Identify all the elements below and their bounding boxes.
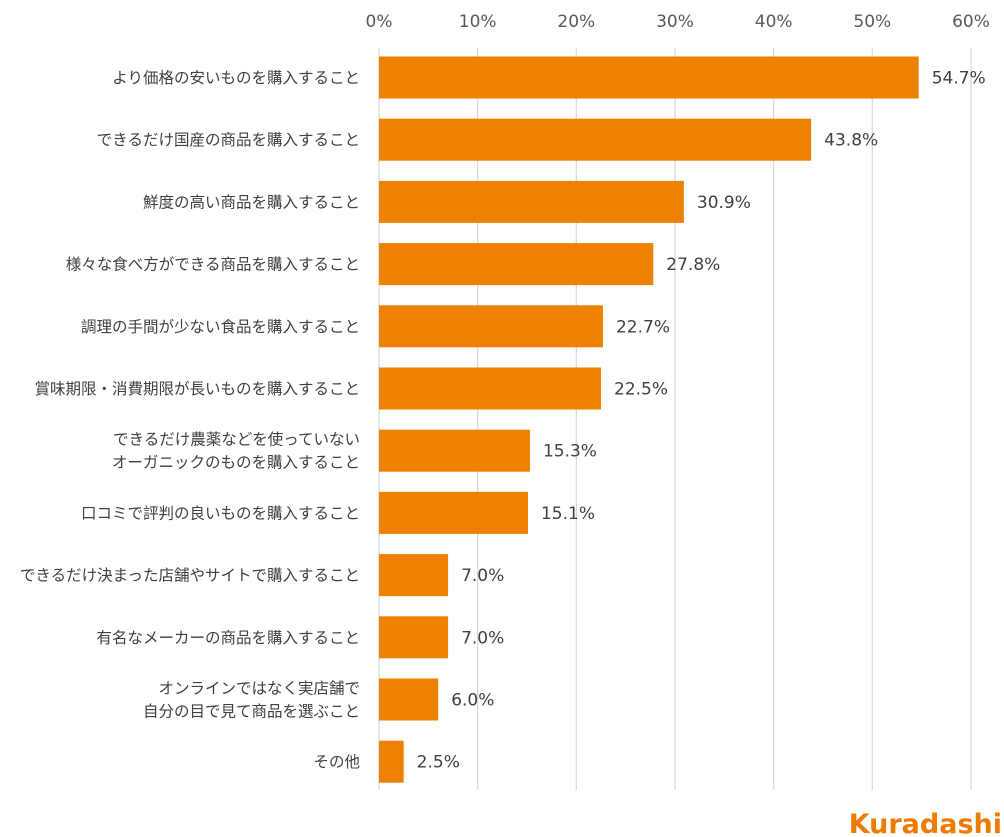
data-label: 7.0% bbox=[461, 628, 504, 648]
data-label: 54.7% bbox=[932, 69, 986, 89]
data-label: 6.0% bbox=[451, 691, 494, 711]
data-label: 22.5% bbox=[614, 380, 668, 400]
kuradashi-logo: Kuradashi bbox=[849, 809, 1002, 837]
bar bbox=[379, 56, 919, 99]
x-tick-label: 0% bbox=[366, 12, 393, 32]
category-label: より価格の安いものを購入すること bbox=[112, 69, 360, 87]
category-labels: より価格の安いものを購入することできるだけ国産の商品を購入すること鮮度の高い商品… bbox=[20, 69, 360, 771]
bar bbox=[379, 305, 603, 348]
bar bbox=[379, 491, 528, 534]
bar bbox=[379, 243, 654, 286]
bar bbox=[379, 616, 449, 659]
category-label: 賞味期限・消費期限が長いものを購入すること bbox=[34, 380, 360, 398]
bars bbox=[379, 56, 919, 783]
x-tick-label: 10% bbox=[459, 12, 497, 32]
data-label: 27.8% bbox=[666, 255, 720, 275]
bar bbox=[379, 554, 449, 597]
data-label: 7.0% bbox=[461, 566, 504, 586]
category-label: オーガニックのものを購入すること bbox=[112, 454, 360, 472]
category-label: 調理の手間が少ない食品を購入すること bbox=[81, 318, 360, 336]
category-label: 鮮度の高い商品を購入すること bbox=[143, 193, 360, 211]
category-label: オンラインではなく実店舗で bbox=[158, 680, 360, 698]
category-label: 有名なメーカーの商品を購入すること bbox=[96, 629, 360, 647]
category-label: 口コミで評判の良いものを購入すること bbox=[81, 504, 360, 522]
category-label: できるだけ国産の商品を購入すること bbox=[97, 131, 360, 149]
data-label: 2.5% bbox=[417, 753, 460, 773]
data-label: 30.9% bbox=[697, 193, 751, 213]
bar bbox=[379, 740, 404, 783]
category-label: その他 bbox=[313, 753, 360, 771]
bar bbox=[379, 678, 439, 721]
data-label: 15.1% bbox=[541, 504, 595, 524]
category-label: できるだけ決まった店舗やサイトで購入すること bbox=[20, 567, 360, 585]
bar bbox=[379, 367, 601, 410]
x-tick-label: 30% bbox=[656, 12, 694, 32]
data-label: 15.3% bbox=[543, 442, 597, 462]
x-tick-label: 20% bbox=[557, 12, 595, 32]
gridlines bbox=[378, 48, 972, 790]
x-tick-label: 60% bbox=[952, 12, 990, 32]
category-label: 様々な食べ方ができる商品を購入すること bbox=[66, 256, 360, 274]
bar bbox=[379, 180, 684, 223]
data-labels: 54.7% 43.8% 30.9% 27.8% 22.7% 22.5% 15.3% 15.1%… bbox=[417, 69, 986, 773]
x-tick-label: 50% bbox=[853, 12, 891, 32]
x-axis-tick-labels: 0% 10% 20% 30% 40% 50% 60% bbox=[366, 12, 990, 32]
category-label: 自分の目で見て商品を選ぶこと bbox=[143, 703, 360, 721]
category-label: できるだけ農薬などを使っていない bbox=[113, 431, 360, 449]
bar bbox=[379, 118, 812, 161]
data-label: 22.7% bbox=[616, 317, 670, 337]
bar bbox=[379, 429, 530, 472]
x-tick-label: 40% bbox=[755, 12, 793, 32]
data-label: 43.8% bbox=[824, 131, 878, 151]
